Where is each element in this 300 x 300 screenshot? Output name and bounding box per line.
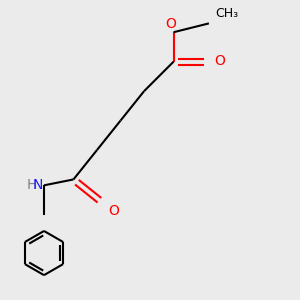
Text: O: O	[108, 205, 119, 218]
Text: O: O	[214, 54, 225, 68]
Text: N: N	[33, 178, 44, 192]
Text: O: O	[165, 17, 176, 31]
Text: CH₃: CH₃	[215, 8, 238, 20]
Text: H: H	[26, 178, 37, 192]
